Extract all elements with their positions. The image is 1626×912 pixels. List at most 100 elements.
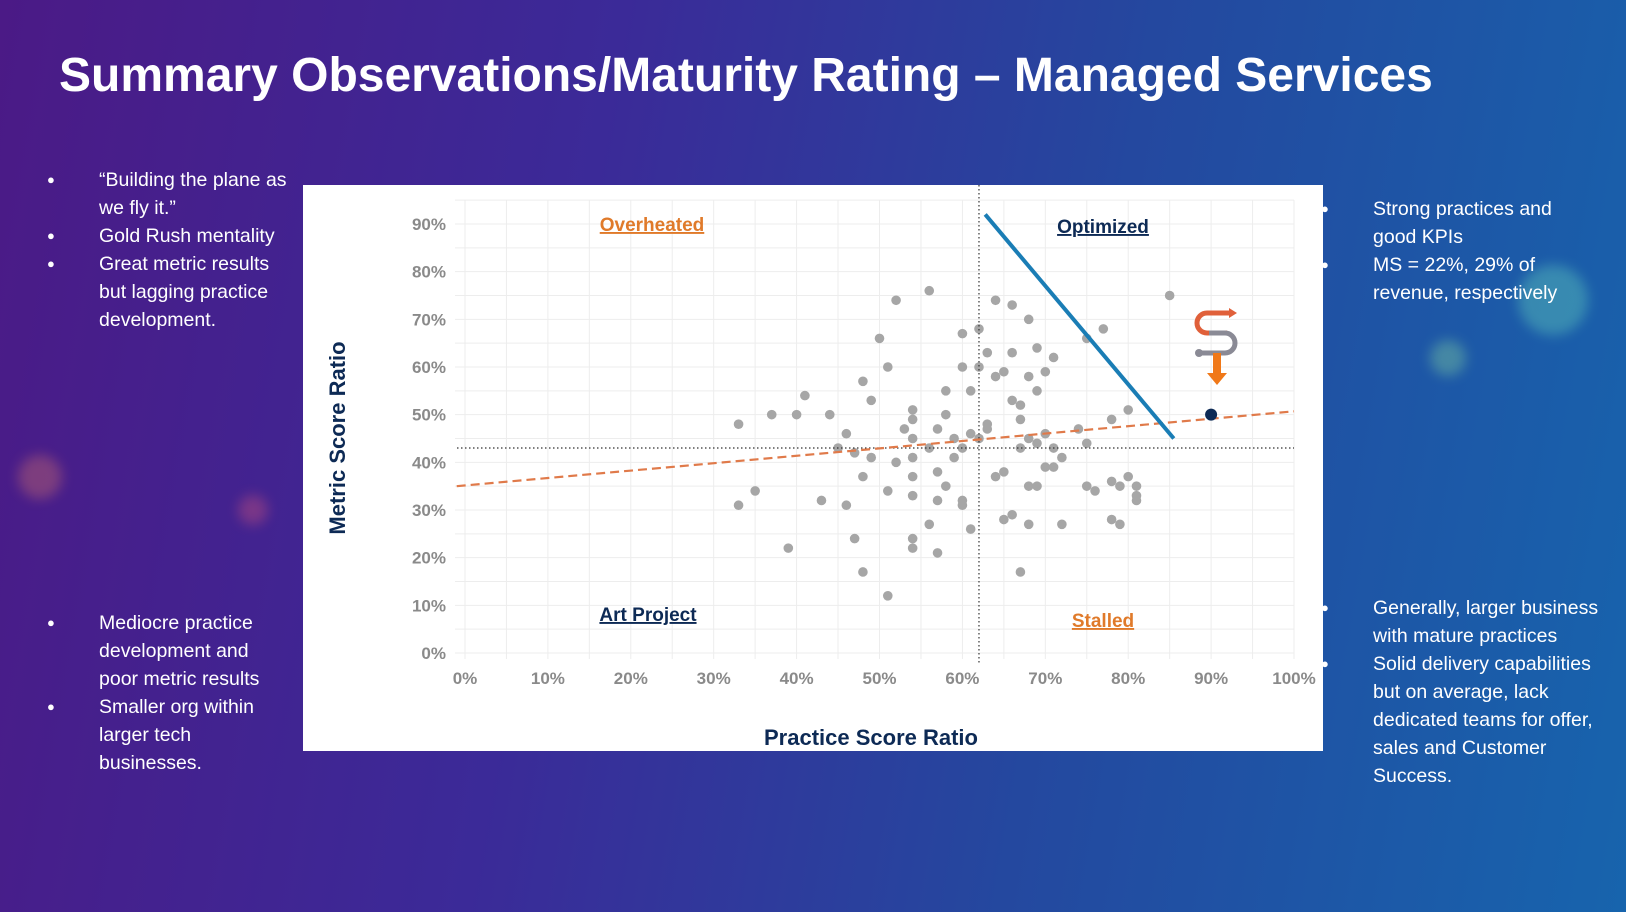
data-point xyxy=(1081,481,1092,491)
data-point xyxy=(858,471,868,482)
company-logo-icon xyxy=(1194,308,1238,357)
data-point xyxy=(1032,343,1042,353)
data-point xyxy=(841,500,852,511)
bokeh-light xyxy=(18,455,62,499)
data-point xyxy=(1164,290,1175,301)
bullet: “Building the plane as we fly it.” xyxy=(47,166,289,222)
data-point xyxy=(1098,324,1109,334)
data-point xyxy=(874,333,885,344)
arrow-down-icon xyxy=(1207,353,1227,385)
data-point xyxy=(957,500,968,511)
x-tick-label: 0% xyxy=(453,669,478,688)
bullet: Solid delivery capabilities but on avera… xyxy=(1321,650,1613,790)
y-tick-label: 80% xyxy=(412,263,446,282)
data-point xyxy=(907,471,918,482)
data-point xyxy=(1090,486,1100,496)
data-point xyxy=(941,386,951,396)
data-point xyxy=(800,390,810,401)
data-point xyxy=(849,448,860,458)
data-point xyxy=(1023,314,1034,325)
highlight-point xyxy=(1205,408,1218,421)
quadrant-label-stalled: Stalled xyxy=(1072,611,1134,632)
scatter-chart: 0% 10% 20% 30% 40% 50% 60% 70% 80% 90% 100% 0% 10% 20… xyxy=(325,185,1316,750)
data-point xyxy=(957,328,968,339)
data-point xyxy=(907,543,918,553)
quadrant-label-optimized: Optimized xyxy=(1057,217,1149,238)
data-point xyxy=(990,471,1001,482)
data-point xyxy=(1106,414,1117,425)
grid xyxy=(455,199,1295,659)
data-point xyxy=(858,567,868,577)
left-top-bullets: “Building the plane as we fly it.” Gold … xyxy=(47,166,289,334)
data-point xyxy=(1007,300,1017,310)
data-point xyxy=(965,386,976,396)
y-tick-label: 70% xyxy=(412,310,446,329)
data-point xyxy=(1081,438,1092,449)
data-point xyxy=(907,405,918,415)
left-bottom-bullets: Mediocre practice development and poor m… xyxy=(47,609,289,777)
chart-panel: 0% 10% 20% 30% 40% 50% 60% 70% 80% 90% 100% 0% 10% 20… xyxy=(303,185,1323,751)
data-point xyxy=(907,414,918,425)
data-point xyxy=(816,495,827,506)
x-tick-label: 80% xyxy=(1111,669,1145,688)
data-point xyxy=(841,428,852,439)
x-tick-label: 90% xyxy=(1194,669,1228,688)
y-tick-label: 50% xyxy=(412,406,446,425)
x-tick-label: 20% xyxy=(614,669,648,688)
bokeh-light xyxy=(238,495,268,525)
data-point xyxy=(974,324,984,334)
data-point xyxy=(1048,462,1059,472)
frontier-line xyxy=(983,213,1176,440)
y-tick-label: 20% xyxy=(412,549,446,568)
bullet: Great metric results but lagging practic… xyxy=(47,250,289,334)
data-point xyxy=(932,495,943,506)
data-point xyxy=(1015,567,1026,577)
bullet: Smaller org within larger tech businesse… xyxy=(47,693,289,777)
data-point xyxy=(1057,519,1067,530)
tick-labels: 0% 10% 20% 30% 40% 50% 60% 70% 80% 90% 100% 0% 10% 20… xyxy=(412,215,1316,688)
data-point xyxy=(733,419,744,429)
data-point xyxy=(1131,481,1142,491)
data-point xyxy=(866,452,877,463)
data-point xyxy=(733,500,744,511)
y-tick-label: 40% xyxy=(412,453,446,472)
y-tick-label: 10% xyxy=(412,596,446,615)
y-tick-label: 90% xyxy=(412,215,446,234)
data-point xyxy=(907,452,918,463)
data-point xyxy=(858,376,868,387)
data-point xyxy=(957,362,968,372)
data-point xyxy=(1023,481,1034,491)
data-point xyxy=(1123,471,1133,482)
data-point xyxy=(965,428,976,439)
data-point xyxy=(990,295,1001,306)
data-point xyxy=(1040,366,1051,377)
data-point xyxy=(1115,519,1125,530)
data-point xyxy=(1123,405,1133,415)
data-point xyxy=(1015,400,1026,410)
data-point xyxy=(965,524,976,534)
y-tick-label: 30% xyxy=(412,501,446,520)
bokeh-light xyxy=(1430,340,1466,376)
data-point xyxy=(750,486,760,496)
x-axis-title: Practice Score Ratio xyxy=(764,725,978,750)
data-point xyxy=(1048,352,1059,363)
bullet: Strong practices and good KPIs xyxy=(1321,195,1583,251)
data-point xyxy=(949,452,959,463)
data-point xyxy=(1057,452,1067,463)
data-point xyxy=(932,548,943,558)
data-point xyxy=(999,514,1009,525)
data-point xyxy=(1023,519,1034,530)
data-point xyxy=(1106,514,1117,525)
data-point xyxy=(941,481,951,491)
x-tick-label: 70% xyxy=(1028,669,1062,688)
data-point xyxy=(791,409,802,420)
bullet: Gold Rush mentality xyxy=(47,222,289,250)
x-tick-label: 30% xyxy=(697,669,731,688)
x-tick-label: 60% xyxy=(945,669,979,688)
data-point xyxy=(999,366,1009,377)
x-tick-label: 10% xyxy=(531,669,565,688)
data-point xyxy=(899,424,910,434)
data-point xyxy=(1040,462,1051,472)
data-point xyxy=(932,467,943,477)
x-tick-label: 50% xyxy=(862,669,896,688)
